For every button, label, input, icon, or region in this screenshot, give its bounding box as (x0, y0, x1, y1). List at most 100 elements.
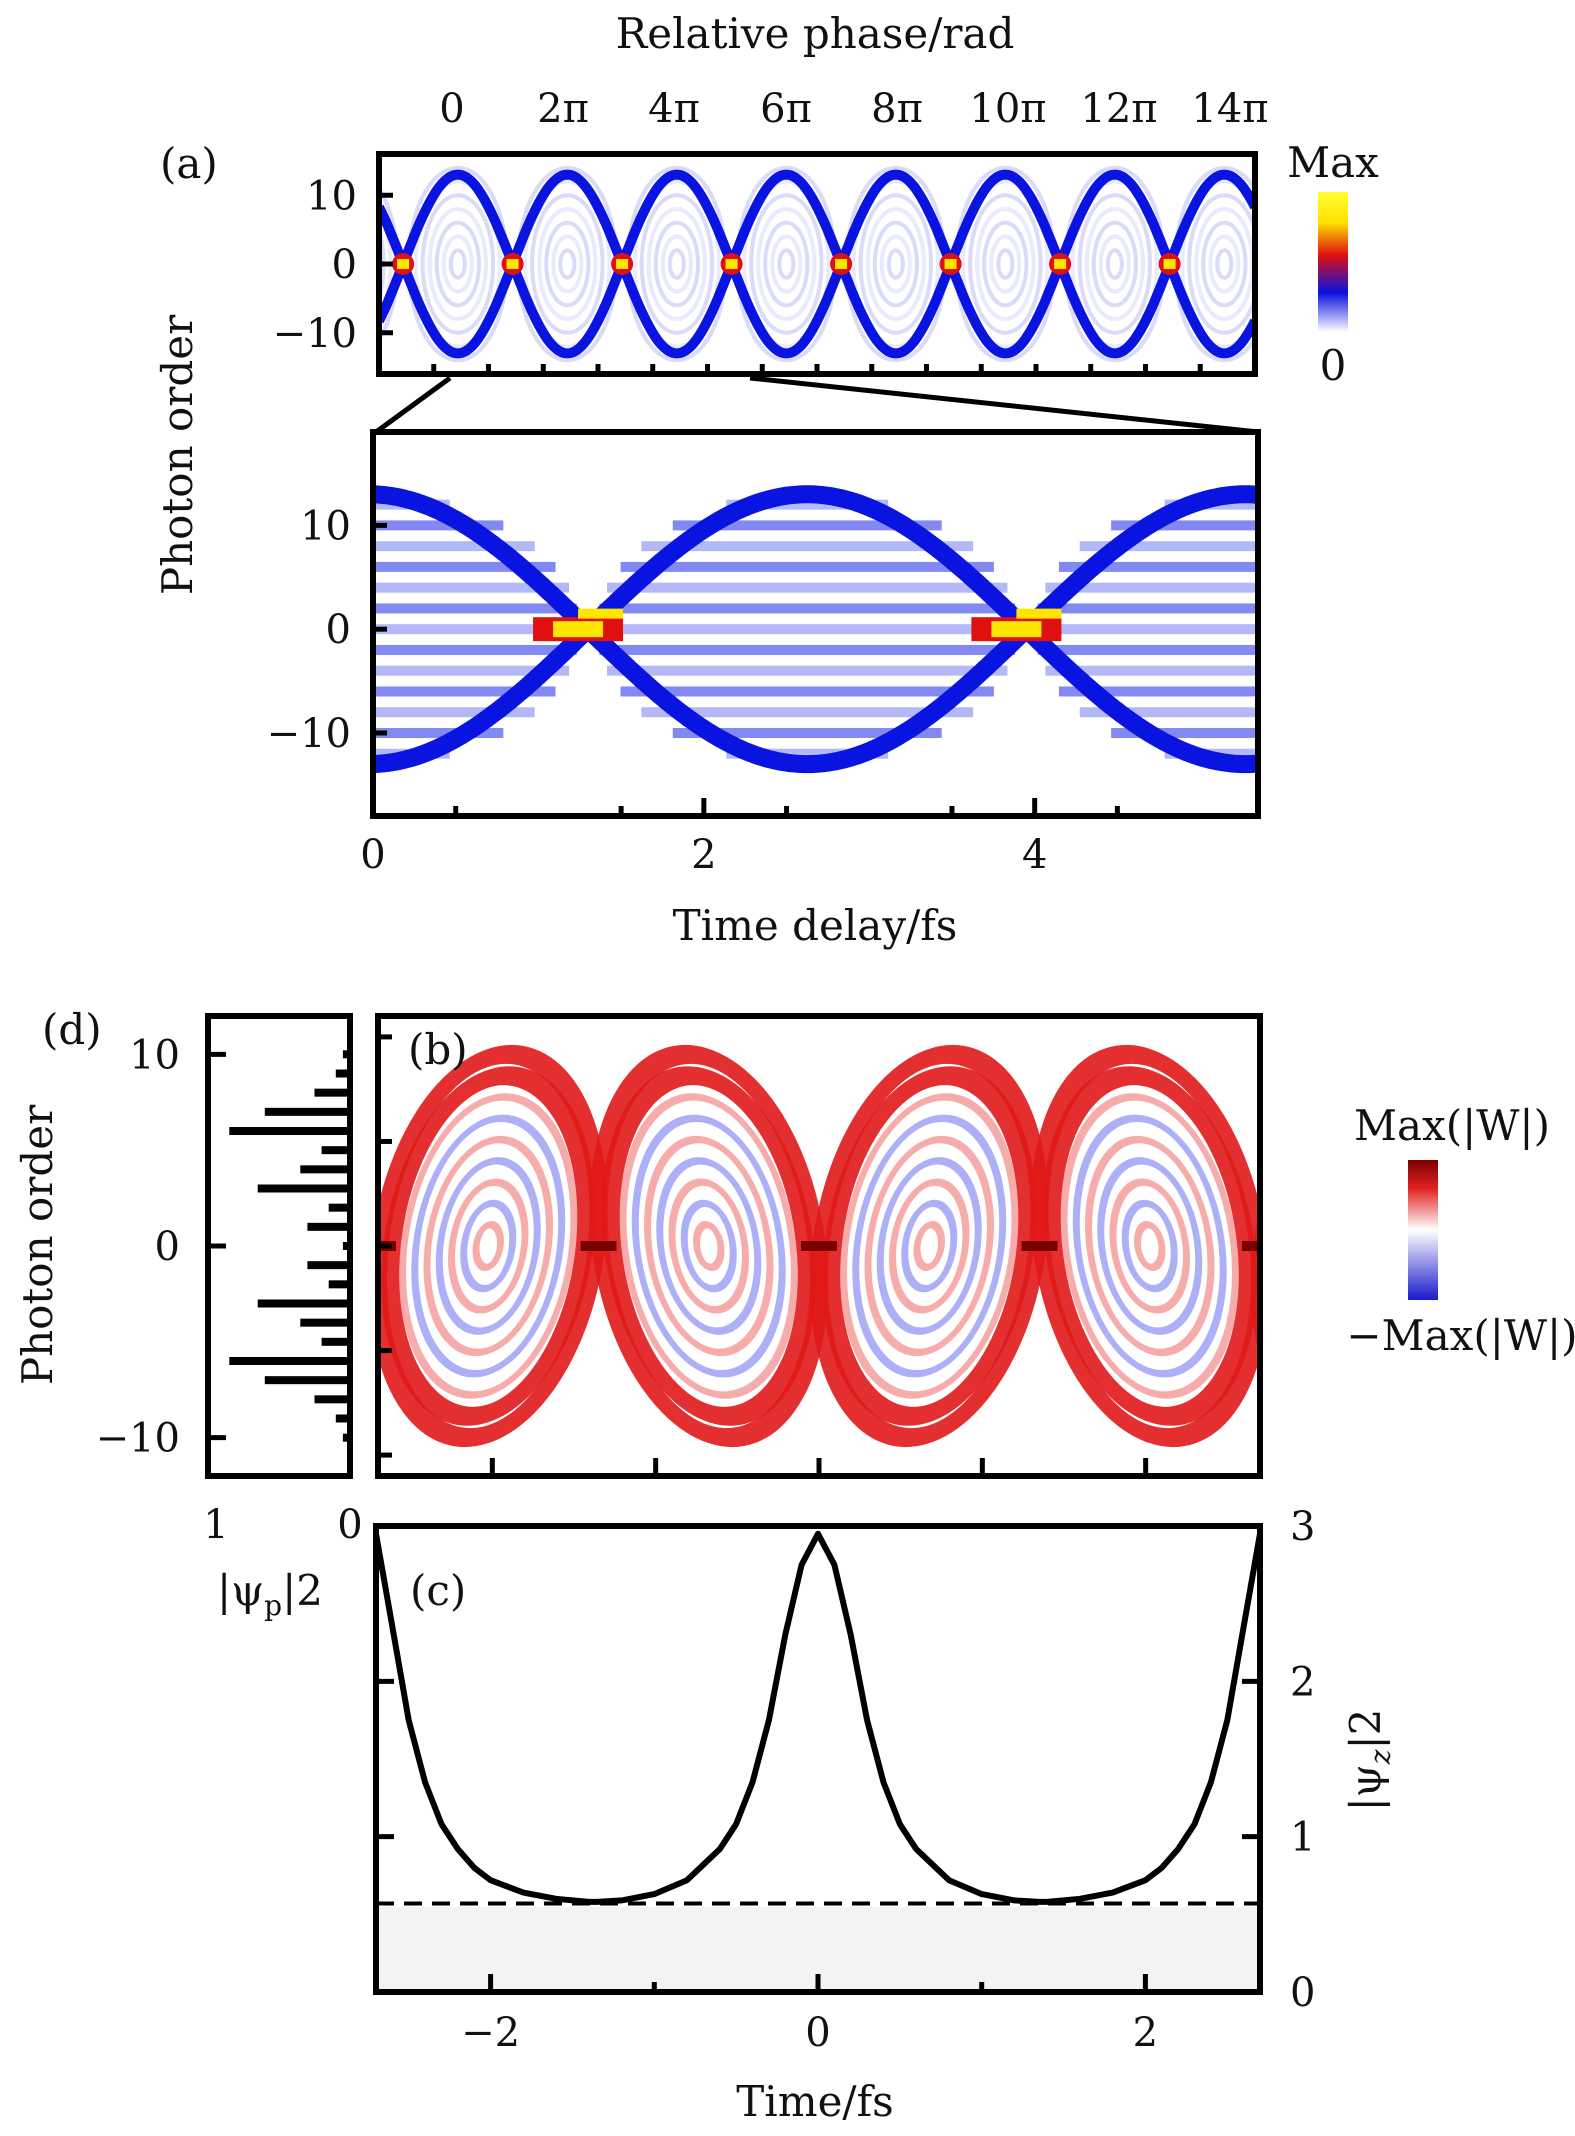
a-inner-ring (1105, 248, 1124, 280)
zoom-stripe (0, 583, 131, 593)
zoom-stripe (1037, 603, 1258, 614)
zoom-stripe (0, 603, 138, 613)
zoom-stripe (373, 520, 504, 531)
a-inner-ring (530, 193, 605, 335)
c-ytick-label: 2 (1290, 1659, 1315, 1705)
a-inner-ring (975, 207, 1036, 321)
b-lobe-ring (601, 1066, 816, 1426)
zoom-stripe (0, 728, 65, 738)
panel-d-xlabel: |ψp|2 (217, 1566, 323, 1622)
a-inner-ring (749, 193, 824, 335)
zoom-stripe (599, 644, 1016, 655)
a-hotspot (506, 259, 519, 269)
a-inner-ring (777, 248, 796, 280)
d-bar (335, 1069, 350, 1078)
b-crossing (1242, 1241, 1260, 1251)
zoom-stripe (672, 727, 942, 738)
b-lobe-ring (1346, 1196, 1395, 1296)
b-lobe-ring (840, 1093, 1019, 1399)
b-lobe-ring (460, 1199, 517, 1293)
zoom-ytick-label: −10 (267, 711, 351, 757)
d-ytick-label: 10 (129, 1032, 180, 1078)
zoom-stripe (1111, 727, 1258, 738)
c-xtick-label: 2 (1133, 2010, 1158, 2056)
d-ytick-label: 0 (155, 1224, 180, 1270)
panel-b-label: (b) (408, 1025, 468, 1074)
zoom-stripe (1035, 624, 1258, 635)
a-inner-ring (961, 179, 1050, 349)
d-bar (321, 1337, 350, 1346)
colorbar-a-min: 0 (1320, 341, 1347, 390)
b-lobe-ring (680, 1199, 737, 1293)
d-bar (307, 1261, 350, 1270)
a-inner-ring (413, 179, 503, 349)
zoom-stripe (0, 541, 96, 551)
colorbar-b-min: −Max(|W|) (1346, 1311, 1575, 1360)
d-bar (257, 1299, 350, 1308)
zoom-xlabel: Time delay/fs (673, 901, 958, 950)
b-lobe-ring (1109, 1178, 1190, 1314)
b-lobe-ring (1042, 1066, 1257, 1426)
top-tick-label: 0 (439, 86, 464, 132)
panel-a-y-ticks: 10 0 −10 (273, 173, 1258, 374)
a-inner-ring (851, 179, 941, 349)
d-bar (342, 1433, 350, 1442)
a-inner-ring (639, 193, 715, 335)
panel-c-ticks: −2 0 2 0 1 2 3 (376, 1504, 1315, 2056)
panel-c: (c) −2 0 2 0 1 2 3 Time/fs |ψz|2 (373, 1504, 1397, 2126)
a-inner-ring (879, 234, 912, 294)
zoom-xtick-label: 0 (360, 832, 385, 878)
zoom-stripe (0, 645, 138, 655)
b-crossing (1021, 1241, 1058, 1251)
d-bar (264, 1107, 350, 1116)
colorbar-a-max: Max (1287, 138, 1379, 187)
panel-d-frame (205, 1013, 353, 1479)
a-inner-ring (886, 248, 905, 280)
b-lobe-ring (656, 1157, 762, 1335)
b-lobe-ring (1251, 1044, 1260, 1448)
zoom-stripe (373, 707, 535, 718)
zoom-stripe (607, 665, 1008, 676)
top-tick-label: 14π (1191, 86, 1268, 132)
d-bar (321, 1146, 350, 1155)
a-hotspot (944, 259, 957, 269)
c-xtick-label: 0 (805, 2010, 830, 2056)
zoom-band-upper (373, 485, 1258, 642)
zoom-stripe (599, 603, 1016, 614)
b-lobe-ring (822, 1066, 1037, 1426)
a-band-upper (379, 169, 1255, 278)
b-lobe-ring (378, 1044, 608, 1448)
d-bar (335, 1414, 350, 1423)
top-tick-label: 6π (760, 86, 812, 132)
b-lobe-ring (913, 1221, 945, 1271)
a-hotspot (725, 259, 738, 269)
b-lobe-ring (1030, 1044, 1260, 1448)
zoom-stripe (0, 500, 11, 510)
d-bar (328, 1280, 350, 1289)
zoom-stripe (373, 603, 577, 614)
a-inner-ring (660, 234, 693, 294)
a-ytick-label: −10 (273, 311, 357, 357)
b-lobe-ring (619, 1093, 798, 1399)
d-bar (314, 1395, 350, 1404)
zoom-stripe (1037, 644, 1258, 655)
colorbar-b (1408, 1160, 1438, 1300)
d-bar (342, 1242, 350, 1250)
panel-c-ylabel: |ψz|2 (1341, 1709, 1397, 1812)
zoom-frame (370, 429, 1261, 819)
zoom-stripe (373, 644, 577, 655)
colorbar-b-max: Max(|W|) (1354, 1101, 1550, 1150)
b-lobe-ring (876, 1157, 982, 1335)
a-inner-ring (537, 207, 598, 321)
d-bar (314, 1088, 350, 1097)
zoom-stripe (596, 624, 1018, 635)
zoom-hotspot-yellow2 (1016, 608, 1062, 619)
panel-d-label: (d) (42, 1005, 102, 1054)
b-lobe-ring (852, 1114, 1007, 1378)
a-inner-ring (1070, 179, 1160, 349)
a-ytick-label: 10 (306, 173, 357, 219)
zoom-stripe (1058, 561, 1258, 572)
zoom-stripe (1045, 665, 1258, 676)
a-band-lower (379, 250, 1255, 359)
